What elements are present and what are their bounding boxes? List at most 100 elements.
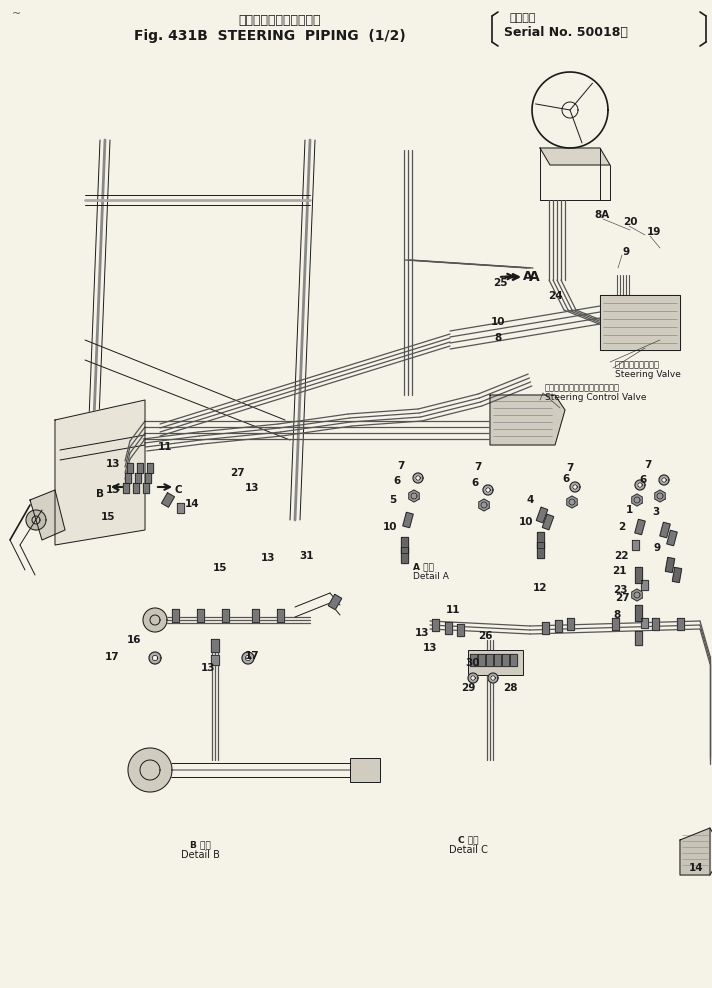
Polygon shape	[123, 483, 129, 493]
Text: A: A	[523, 270, 533, 283]
Text: Steering Control Valve: Steering Control Valve	[545, 392, 646, 401]
Text: 6: 6	[471, 478, 478, 488]
Polygon shape	[634, 567, 642, 583]
Polygon shape	[510, 654, 516, 666]
Text: 13: 13	[423, 643, 437, 653]
Polygon shape	[536, 507, 548, 523]
Polygon shape	[431, 619, 439, 631]
Polygon shape	[197, 609, 204, 621]
Text: ステアリングコントロールバルブ: ステアリングコントロールバルブ	[545, 383, 620, 392]
Text: 21: 21	[612, 566, 627, 576]
Text: 10: 10	[383, 522, 397, 532]
Text: C: C	[174, 485, 182, 495]
Text: 27: 27	[230, 468, 244, 478]
Polygon shape	[135, 473, 141, 483]
Polygon shape	[655, 490, 665, 502]
Text: 17: 17	[105, 652, 120, 662]
Text: ~: ~	[12, 9, 21, 19]
Text: 11: 11	[446, 605, 460, 615]
Polygon shape	[638, 483, 642, 487]
Text: 28: 28	[503, 683, 517, 693]
Text: 5: 5	[389, 495, 397, 505]
Polygon shape	[486, 654, 493, 666]
Polygon shape	[55, 400, 145, 545]
Bar	[468, 650, 523, 675]
Polygon shape	[125, 473, 131, 483]
Polygon shape	[632, 494, 642, 506]
Text: Steering Valve: Steering Valve	[615, 370, 681, 378]
Polygon shape	[567, 496, 577, 508]
Text: 8: 8	[613, 610, 621, 620]
Polygon shape	[409, 490, 419, 502]
Text: B: B	[96, 489, 104, 499]
Text: 25: 25	[493, 278, 507, 288]
Polygon shape	[172, 609, 179, 621]
Polygon shape	[456, 624, 464, 636]
Polygon shape	[211, 655, 219, 665]
Polygon shape	[242, 652, 254, 664]
Polygon shape	[488, 673, 498, 683]
Polygon shape	[30, 490, 65, 540]
Text: 27: 27	[614, 593, 629, 603]
Text: 8: 8	[494, 333, 502, 343]
Text: Detail A: Detail A	[413, 571, 449, 581]
Polygon shape	[665, 557, 675, 572]
Polygon shape	[493, 654, 501, 666]
Polygon shape	[537, 542, 543, 558]
Polygon shape	[127, 463, 133, 473]
Polygon shape	[328, 595, 342, 610]
Polygon shape	[659, 475, 669, 485]
Polygon shape	[632, 589, 642, 601]
Polygon shape	[143, 608, 167, 632]
Polygon shape	[471, 676, 475, 681]
Text: 12: 12	[533, 583, 548, 593]
Polygon shape	[162, 493, 174, 507]
Text: 11: 11	[158, 442, 172, 452]
Text: 7: 7	[474, 462, 482, 472]
Polygon shape	[276, 609, 283, 621]
Text: A 詳細: A 詳細	[413, 562, 434, 571]
Polygon shape	[567, 618, 573, 630]
Text: 13: 13	[245, 483, 259, 493]
Text: 19: 19	[646, 227, 661, 237]
Polygon shape	[137, 463, 143, 473]
Text: 13: 13	[261, 553, 276, 563]
Polygon shape	[221, 609, 229, 621]
Text: 6: 6	[393, 476, 401, 486]
Polygon shape	[152, 655, 157, 661]
Text: 31: 31	[300, 551, 314, 561]
Text: 3: 3	[652, 507, 659, 517]
Polygon shape	[555, 620, 562, 632]
Text: 14: 14	[184, 499, 199, 509]
Text: 30: 30	[466, 658, 481, 668]
Text: Detail B: Detail B	[181, 850, 219, 860]
Polygon shape	[635, 520, 645, 535]
Polygon shape	[490, 395, 565, 445]
Polygon shape	[661, 478, 666, 482]
Polygon shape	[641, 618, 647, 628]
Text: Fig. 431B  STEERING  PIPING  (1/2): Fig. 431B STEERING PIPING (1/2)	[134, 29, 406, 43]
Polygon shape	[651, 618, 659, 630]
Text: 7: 7	[644, 460, 651, 470]
Polygon shape	[634, 631, 642, 645]
Polygon shape	[128, 748, 172, 792]
Text: B 詳細: B 詳細	[189, 841, 210, 850]
Polygon shape	[413, 473, 423, 483]
Text: 9: 9	[654, 543, 661, 553]
Polygon shape	[672, 567, 681, 583]
Text: 24: 24	[548, 291, 562, 301]
Polygon shape	[444, 622, 451, 634]
Polygon shape	[572, 485, 577, 489]
Polygon shape	[26, 510, 46, 530]
Polygon shape	[403, 513, 413, 528]
Polygon shape	[641, 580, 647, 590]
Polygon shape	[149, 652, 161, 664]
Polygon shape	[632, 540, 639, 550]
Polygon shape	[491, 676, 496, 681]
Text: 1: 1	[625, 505, 633, 515]
Text: 23: 23	[613, 585, 627, 595]
Text: 13: 13	[106, 459, 120, 469]
Polygon shape	[468, 673, 478, 683]
Polygon shape	[177, 503, 184, 513]
Polygon shape	[543, 514, 554, 530]
